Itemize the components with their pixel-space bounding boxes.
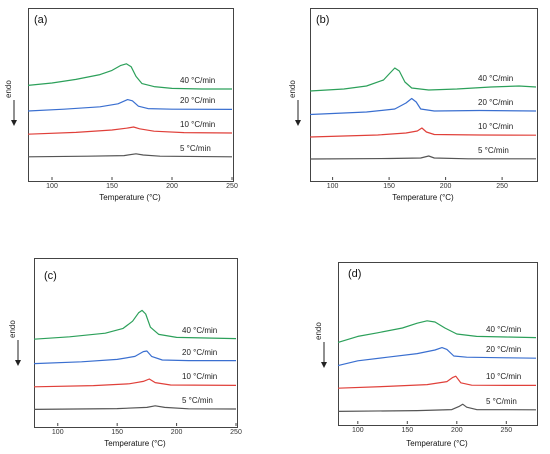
x-axis-label-b: Temperature (°C)	[392, 193, 454, 202]
x-tick-label-c-250: 250	[230, 429, 242, 436]
panel-label-d: (d)	[348, 268, 362, 280]
series-line-c-1	[33, 350, 236, 365]
series-label-c-1: 20 °C/min	[182, 347, 218, 357]
series-line-a-1	[27, 99, 233, 112]
plot-frame-b	[310, 8, 538, 182]
plot-frame-d	[338, 262, 538, 426]
series-line-a-0	[27, 63, 232, 90]
plot-area-b	[309, 67, 537, 180]
x-tick-label-d-250: 250	[500, 427, 513, 434]
series-line-b-3	[309, 155, 536, 160]
series-line-a-2	[27, 126, 233, 135]
x-tick-label-b-250: 250	[496, 183, 508, 190]
endo-arrow-c	[15, 340, 21, 366]
endo-label-c: endo	[8, 320, 17, 338]
series-label-c-0: 40 °C/min	[182, 325, 218, 335]
plot-area-d	[337, 320, 537, 424]
x-tick-label-d-150: 150	[401, 427, 414, 434]
x-axis-label-c: Temperature (°C)	[104, 439, 166, 448]
endo-label-a: endo	[4, 80, 13, 98]
series-line-c-0	[33, 309, 237, 340]
series-label-b-0: 40 °C/min	[478, 74, 514, 83]
series-label-c-2: 10 °C/min	[182, 372, 218, 382]
endo-arrow-a	[11, 100, 17, 126]
series-label-a-2: 10 °C/min	[180, 120, 216, 129]
series-label-a-3: 5 °C/min	[180, 143, 211, 153]
plot-frame-c	[34, 258, 238, 428]
series-line-b-2	[309, 127, 537, 138]
panel-label-c: (c)	[44, 270, 57, 282]
x-tick-label-b-100: 100	[326, 183, 339, 190]
series-line-d-0	[337, 320, 537, 343]
series-line-c-3	[33, 405, 237, 410]
endo-arrow-d	[321, 342, 327, 368]
series-line-d-3	[337, 403, 537, 412]
series-line-b-0	[309, 67, 537, 92]
x-tick-label-c-150: 150	[111, 429, 124, 436]
x-tick-label-b-200: 200	[439, 183, 452, 190]
series-label-d-1: 20 °C/min	[486, 345, 522, 355]
x-tick-label-a-250: 250	[226, 183, 238, 190]
x-tick-label-d-100: 100	[351, 427, 364, 434]
series-line-c-2	[33, 378, 237, 388]
series-line-d-2	[337, 375, 536, 389]
series-label-d-3: 5 °C/min	[486, 396, 517, 406]
x-tick-label-a-150: 150	[106, 183, 118, 190]
plot-area-c	[33, 309, 237, 426]
x-tick-label-b-150: 150	[383, 183, 395, 190]
series-line-d-1	[337, 347, 537, 367]
series-label-a-0: 40 °C/min	[180, 76, 216, 85]
panel-label-b: (b)	[316, 14, 330, 26]
series-line-a-3	[27, 153, 233, 158]
endo-arrow-b	[295, 100, 301, 126]
x-axis-label-d: Temperature (°C)	[406, 439, 468, 448]
plot-frame-a	[28, 8, 234, 182]
panel-label-a: (a)	[34, 14, 48, 26]
x-tick-label-c-200: 200	[170, 429, 183, 436]
x-tick-label-a-100: 100	[46, 183, 58, 190]
x-tick-label-d-200: 200	[450, 427, 463, 434]
series-label-b-2: 10 °C/min	[478, 122, 514, 132]
series-label-a-1: 20 °C/min	[180, 96, 216, 106]
series-label-b-1: 20 °C/min	[478, 98, 514, 107]
series-line-b-1	[309, 97, 537, 116]
endo-label-d: endo	[314, 322, 323, 340]
series-label-d-0: 40 °C/min	[486, 324, 522, 334]
x-tick-label-c-100: 100	[51, 429, 64, 436]
series-label-d-2: 10 °C/min	[486, 372, 522, 382]
series-label-c-3: 5 °C/min	[182, 396, 213, 406]
x-tick-label-a-200: 200	[166, 183, 178, 190]
plot-area-a	[27, 63, 233, 180]
endo-label-b: endo	[288, 80, 297, 98]
series-label-b-3: 5 °C/min	[478, 145, 509, 155]
x-axis-label-a: Temperature (°C)	[99, 193, 161, 202]
